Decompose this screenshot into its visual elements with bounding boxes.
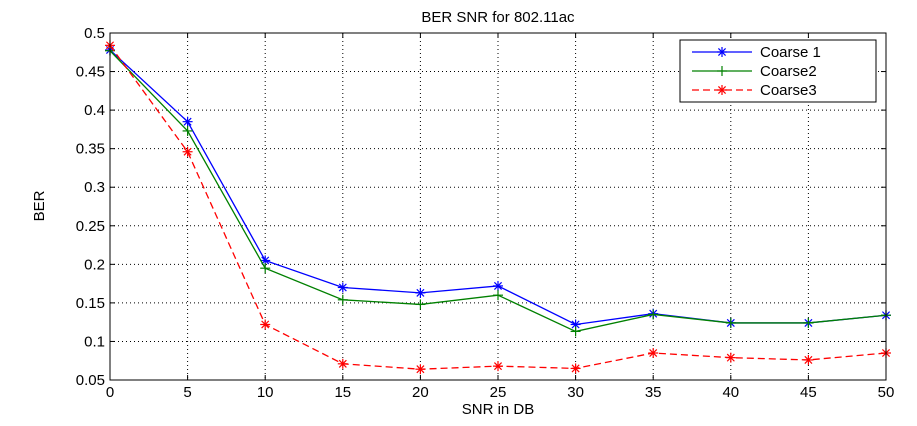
data-point	[182, 146, 193, 157]
marker-stroke	[183, 117, 192, 126]
data-point	[570, 326, 581, 337]
data-point	[803, 354, 814, 365]
marker-stroke	[416, 288, 425, 297]
legend-marker	[717, 47, 727, 57]
legend-entry: Coarse2	[692, 63, 817, 80]
y-tick-label: 0.3	[84, 179, 105, 196]
data-point	[337, 358, 348, 369]
y-axis-label: BER	[31, 190, 48, 221]
legend-label: Coarse 1	[760, 44, 821, 61]
x-tick-label: 10	[257, 384, 274, 401]
marker-stroke	[493, 362, 503, 371]
x-axis-label: SNR in DB	[462, 401, 535, 418]
x-tick-label: 0	[106, 384, 114, 401]
marker-stroke	[804, 355, 813, 364]
marker-stroke	[338, 283, 347, 292]
y-tick-label: 0.35	[76, 141, 105, 158]
x-tick-label: 35	[645, 384, 662, 401]
marker-stroke	[571, 364, 580, 373]
ticks: 0 5 10 15 20 25 30 35 40 45 50 0.05 0.1 0.15 0.2 0.25 0.…	[76, 25, 895, 401]
data-point	[260, 263, 271, 274]
y-tick-label: 0.4	[84, 102, 105, 119]
y-tick-label: 0.45	[76, 64, 105, 81]
legend-entry: Coarse 1	[692, 44, 821, 61]
data-point	[648, 309, 659, 320]
grid	[110, 33, 886, 380]
data-point	[182, 116, 193, 127]
marker-stroke	[717, 47, 727, 57]
marker-stroke	[717, 85, 727, 95]
y-tick-label: 0.15	[76, 295, 105, 312]
marker-stroke	[571, 320, 580, 329]
data-point	[725, 352, 736, 363]
data-point	[415, 364, 426, 375]
y-tick-label: 0.05	[76, 372, 105, 389]
y-tick-label: 0.5	[84, 25, 105, 42]
y-tick-label: 0.25	[76, 218, 105, 235]
marker-stroke	[726, 353, 735, 362]
y-tick-label: 0.1	[84, 333, 105, 350]
data-point	[493, 290, 503, 301]
marker-stroke	[416, 365, 425, 374]
x-tick-label: 20	[412, 384, 429, 401]
data-point	[260, 319, 271, 330]
data-point	[570, 363, 581, 374]
marker-stroke	[338, 359, 347, 368]
data-point	[337, 282, 348, 293]
data-point	[493, 280, 503, 291]
x-tick-label: 30	[567, 384, 584, 401]
x-tick-label: 5	[183, 384, 191, 401]
marker-stroke	[261, 320, 270, 329]
legend: Coarse 1 Coarse2 Coarse3	[679, 39, 877, 103]
chart-title: BER SNR for 802.11ac	[421, 9, 575, 26]
data-point	[337, 294, 348, 305]
y-tick-label: 0.2	[84, 256, 105, 273]
data-point	[803, 317, 814, 328]
data-point	[725, 317, 736, 328]
data-point	[415, 299, 426, 310]
data-point	[415, 287, 426, 298]
marker-stroke	[493, 281, 503, 290]
marker-stroke	[183, 147, 192, 156]
data-point	[182, 125, 193, 136]
legend-entry: Coarse3	[692, 82, 817, 99]
legend-label: Coarse2	[760, 63, 817, 80]
x-tick-label: 15	[334, 384, 351, 401]
legend-label: Coarse3	[760, 82, 817, 99]
data-point	[493, 361, 503, 372]
data-point	[648, 348, 659, 359]
x-tick-label: 45	[800, 384, 817, 401]
x-tick-label: 50	[878, 384, 895, 401]
legend-marker	[717, 85, 727, 95]
marker-stroke	[649, 348, 658, 358]
legend-marker	[717, 66, 727, 76]
x-tick-label: 25	[490, 384, 507, 401]
x-tick-label: 40	[722, 384, 739, 401]
